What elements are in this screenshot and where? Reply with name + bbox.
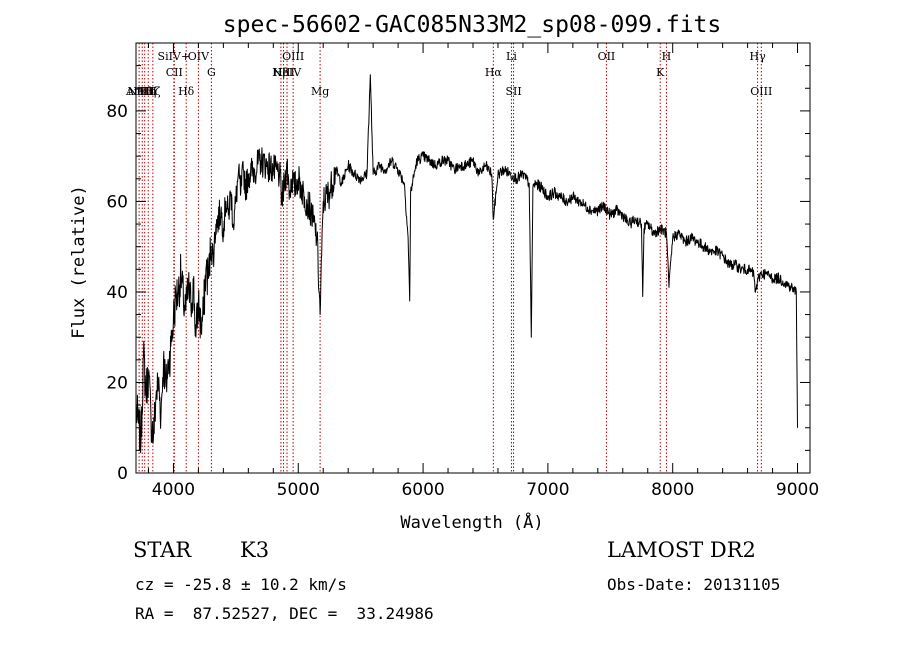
chart-title: spec-56602-GAC085N33M2_sp08-099.fits bbox=[223, 12, 722, 38]
object-subclass: K3 bbox=[240, 538, 270, 562]
line-marker-label: SII bbox=[505, 85, 521, 98]
plot-frame bbox=[135, 42, 811, 474]
line-marker-label: OIII bbox=[750, 85, 772, 98]
y-tick-label: 80 bbox=[106, 102, 128, 122]
axis-ticks: 4000 5000 6000 7000 8000 9000 0 20 40 60 80 bbox=[106, 43, 819, 500]
redshift-velocity: cz = -25.8 ± 10.2 km/s bbox=[135, 575, 347, 594]
x-axis-label: Wavelength (Å) bbox=[400, 511, 543, 533]
x-tick-label: 4000 bbox=[152, 480, 195, 500]
x-tick-label: 9000 bbox=[776, 480, 819, 500]
sky-coordinates: RA = 87.52527, DEC = 33.24986 bbox=[135, 604, 434, 623]
line-marker-label: Hη bbox=[140, 85, 156, 98]
line-marker-label: HeIV bbox=[273, 66, 302, 79]
line-marker-label: H bbox=[662, 50, 672, 63]
line-marker-label: ArIII bbox=[125, 85, 152, 98]
y-tick-label: 60 bbox=[106, 192, 128, 212]
spectrum-line bbox=[135, 74, 798, 454]
line-marker-label: CII bbox=[166, 66, 183, 79]
line-marker-label: Li bbox=[506, 50, 517, 63]
line-marker-label: K bbox=[656, 66, 665, 79]
observation-date: Obs-Date: 20131105 bbox=[607, 575, 781, 594]
x-tick-label: 6000 bbox=[401, 480, 444, 500]
line-marker-label: Hγ bbox=[749, 50, 766, 63]
line-marker-label: G bbox=[207, 66, 216, 79]
line-marker-label: OIII bbox=[282, 50, 304, 63]
line-marker-label: OIV bbox=[188, 50, 210, 63]
line-marker-label: NeIII bbox=[128, 85, 157, 98]
object-class: STAR bbox=[133, 538, 192, 562]
y-tick-label: 40 bbox=[106, 283, 128, 303]
line-marker-label: NIII bbox=[272, 66, 295, 79]
line-marker-label: SiIV+ bbox=[158, 50, 191, 63]
line-marker-label: OII bbox=[598, 50, 616, 63]
y-axis-label: Flux (relative) bbox=[69, 185, 89, 339]
y-tick-label: 20 bbox=[106, 373, 128, 393]
line-marker-label: Hδ bbox=[178, 85, 195, 98]
series-layer bbox=[135, 74, 798, 454]
x-tick-label: 8000 bbox=[651, 480, 694, 500]
line-marker-label: Hβ bbox=[273, 66, 289, 79]
x-tick-label: 5000 bbox=[277, 480, 320, 500]
x-tick-label: 7000 bbox=[526, 480, 569, 500]
line-marker-label: Mg bbox=[311, 85, 329, 98]
y-tick-label: 0 bbox=[117, 464, 128, 484]
line-marker-label: Hζ bbox=[145, 85, 161, 98]
line-marker-label: Hα bbox=[485, 66, 503, 79]
survey-name: LAMOST DR2 bbox=[607, 538, 756, 562]
